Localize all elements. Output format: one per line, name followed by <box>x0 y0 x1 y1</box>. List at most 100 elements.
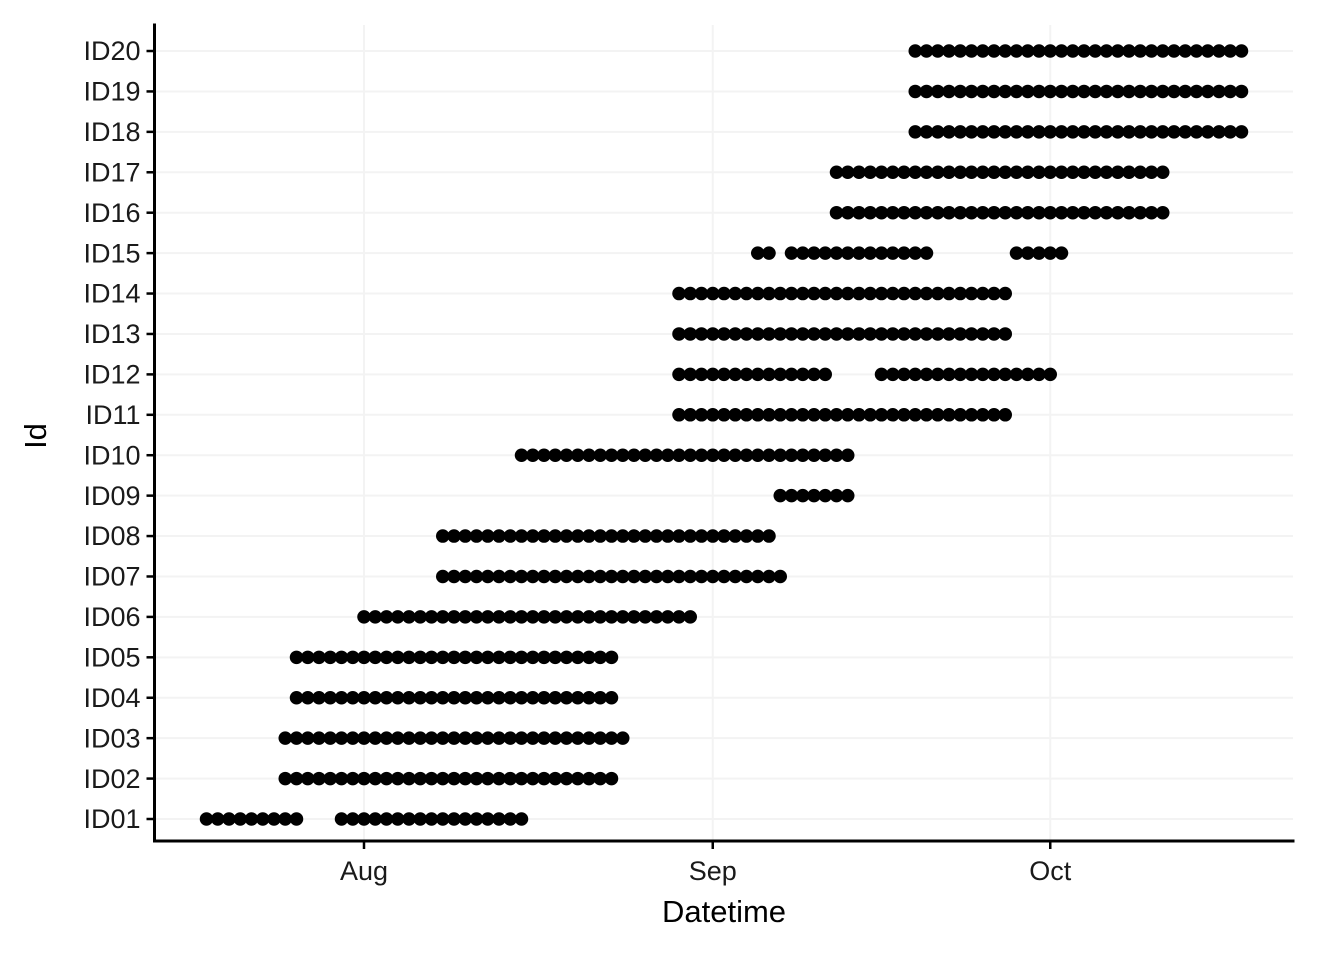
day-dot <box>526 690 540 705</box>
day-dot <box>391 812 405 826</box>
day-dot <box>998 327 1012 341</box>
day-dot <box>604 448 619 462</box>
day-dot <box>863 205 877 220</box>
day-dot <box>818 448 832 462</box>
day-dot <box>953 84 967 99</box>
day-dot <box>728 448 742 462</box>
day-dot <box>289 731 304 745</box>
day-dot <box>638 529 652 543</box>
dot-row-ID15 <box>751 246 1069 260</box>
y-tick-label-ID02: ID02 <box>83 764 140 794</box>
day-dot <box>1111 165 1125 180</box>
day-dot <box>672 529 686 543</box>
day-dot <box>582 690 596 705</box>
day-dot <box>548 690 562 705</box>
day-dot <box>413 771 427 786</box>
day-dot <box>1122 125 1136 139</box>
day-dot <box>728 327 742 341</box>
day-dot <box>503 529 517 543</box>
day-dot <box>874 246 889 260</box>
day-dot <box>548 569 562 584</box>
day-dot <box>458 731 472 745</box>
day-dot <box>739 569 754 584</box>
day-dot <box>1189 84 1204 99</box>
day-dot <box>919 367 934 382</box>
day-dot <box>717 529 731 543</box>
day-dot <box>694 569 709 584</box>
day-dot <box>368 610 382 624</box>
day-dot <box>616 569 630 584</box>
day-dot <box>582 610 596 624</box>
day-dot <box>514 448 529 462</box>
day-dot <box>278 771 292 786</box>
day-dot <box>289 771 304 786</box>
day-dot <box>469 731 484 745</box>
day-dot <box>919 408 934 422</box>
day-dot <box>841 286 855 301</box>
day-dot <box>908 286 922 301</box>
day-dot <box>1054 125 1069 139</box>
day-dot <box>863 327 877 341</box>
day-dot <box>807 327 821 341</box>
day-dot <box>1054 84 1069 99</box>
day-dot <box>1234 84 1249 99</box>
day-dot <box>391 610 405 624</box>
day-dot <box>829 246 844 260</box>
day-dot <box>559 650 574 665</box>
day-dot <box>874 165 889 180</box>
day-dot <box>582 771 596 786</box>
day-dot <box>571 690 585 705</box>
day-dot <box>301 771 315 786</box>
day-dot <box>503 771 517 786</box>
day-dot <box>897 408 911 422</box>
y-tick-label-ID18: ID18 <box>83 117 140 147</box>
day-dot <box>424 690 439 705</box>
day-dot <box>694 286 709 301</box>
day-dot <box>346 650 360 665</box>
day-dot <box>503 650 517 665</box>
day-dot <box>976 367 990 382</box>
day-dot <box>683 327 697 341</box>
day-dot <box>503 812 517 826</box>
day-dot <box>492 569 506 584</box>
day-dot <box>762 327 776 341</box>
day-dot <box>458 771 472 786</box>
day-dot <box>1178 125 1192 139</box>
day-dot <box>413 610 427 624</box>
dot-row-ID17 <box>829 165 1170 180</box>
day-dot <box>559 569 574 584</box>
day-dot <box>526 448 540 462</box>
day-dot <box>976 44 990 58</box>
day-dot <box>1032 125 1046 139</box>
day-dot <box>852 408 866 422</box>
day-dot <box>762 286 776 301</box>
day-dot <box>1212 125 1226 139</box>
day-dot <box>514 569 529 584</box>
day-dot <box>762 367 776 382</box>
day-dot <box>469 771 484 786</box>
day-dot <box>571 731 585 745</box>
day-dot <box>706 569 720 584</box>
day-dot <box>1167 125 1181 139</box>
day-dot <box>998 205 1012 220</box>
day-dot <box>919 286 934 301</box>
day-dot <box>953 408 967 422</box>
day-dot <box>413 650 427 665</box>
day-dot <box>931 408 945 422</box>
day-dot <box>526 610 540 624</box>
day-dot <box>1156 44 1170 58</box>
day-dot <box>1099 205 1114 220</box>
day-dot <box>1156 205 1170 220</box>
day-dot <box>604 650 619 665</box>
dot-row-ID12 <box>672 367 1057 382</box>
day-dot <box>436 731 450 745</box>
day-dot <box>402 610 416 624</box>
day-dot <box>346 690 360 705</box>
day-dot <box>593 650 607 665</box>
day-dot <box>728 408 742 422</box>
day-dot <box>841 327 855 341</box>
day-dot <box>278 731 292 745</box>
day-dot <box>874 205 889 220</box>
day-dot <box>301 690 315 705</box>
